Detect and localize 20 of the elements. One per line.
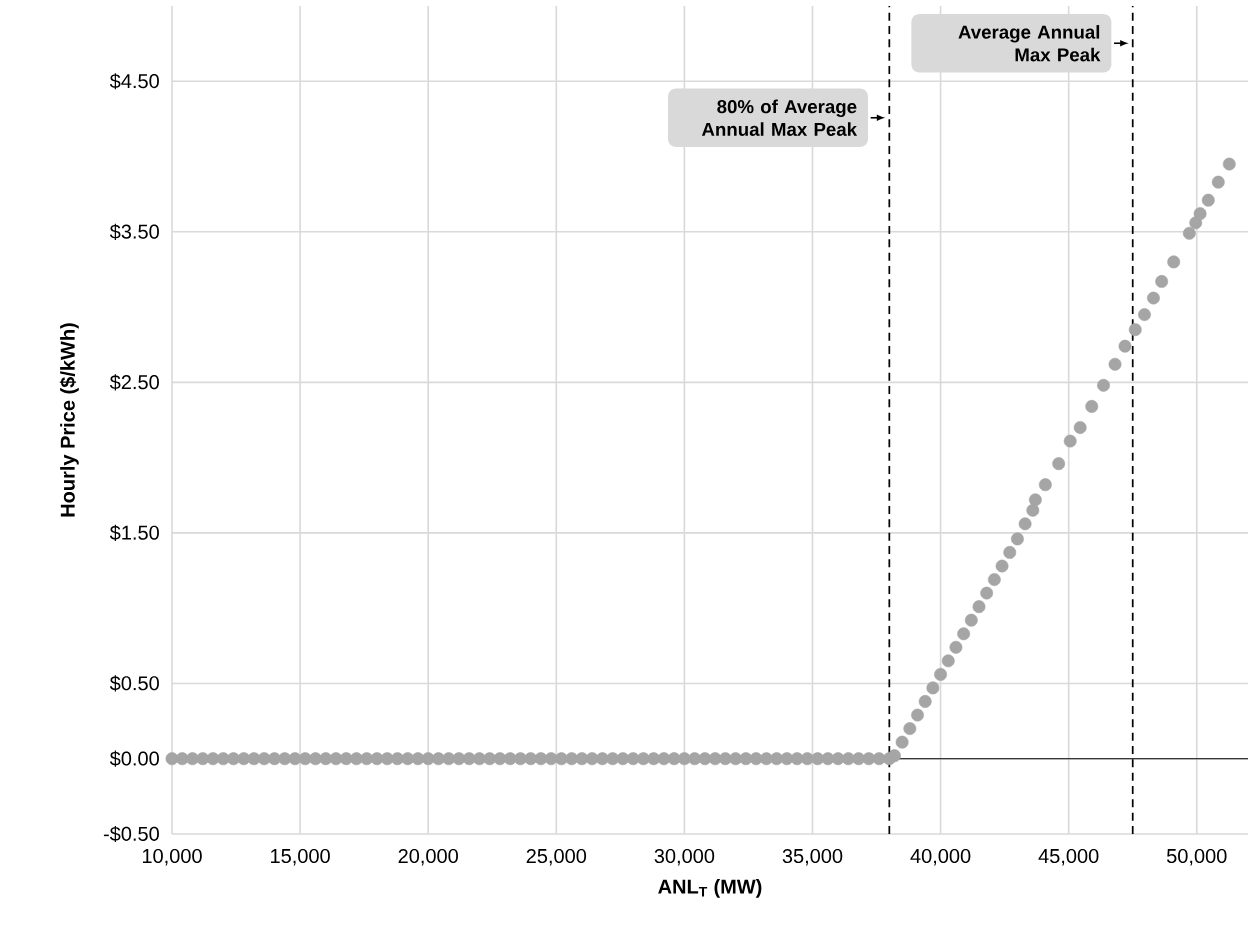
y-axis-title: Hourly Price ($/kWh) bbox=[59, 323, 79, 517]
x-tick-label: 50,000 bbox=[1166, 848, 1227, 866]
y-tick-label: $1.50 bbox=[109, 524, 159, 541]
x-tick-label: 20,000 bbox=[398, 848, 458, 866]
x-tick-label: 25,000 bbox=[526, 848, 587, 866]
y-tick-label: $0.00 bbox=[109, 750, 159, 767]
x-tick-label: 40,000 bbox=[910, 848, 971, 866]
x-tick-label: 15,000 bbox=[271, 848, 330, 866]
y-tick-label: $0.50 bbox=[109, 675, 159, 692]
y-tick-label: $4.50 bbox=[109, 73, 159, 90]
y-tick-label: $3.50 bbox=[109, 223, 159, 240]
x-tick-label: 45,000 bbox=[1038, 848, 1099, 866]
y-tick-label: -$0.50 bbox=[103, 825, 159, 843]
x-axis-title: ANL$_{T}$ (MW) bbox=[658, 879, 762, 898]
x-tick-label: 35,000 bbox=[782, 848, 843, 866]
x-tick-label: 30,000 bbox=[654, 848, 715, 866]
y-tick-label: $2.50 bbox=[109, 374, 159, 391]
x-tick-label: 10,000 bbox=[142, 848, 202, 866]
ref-line-label: 80% of Average Annual Max Peak bbox=[701, 99, 858, 136]
ref-line-label: Average Annual Max Peak bbox=[958, 25, 1101, 62]
